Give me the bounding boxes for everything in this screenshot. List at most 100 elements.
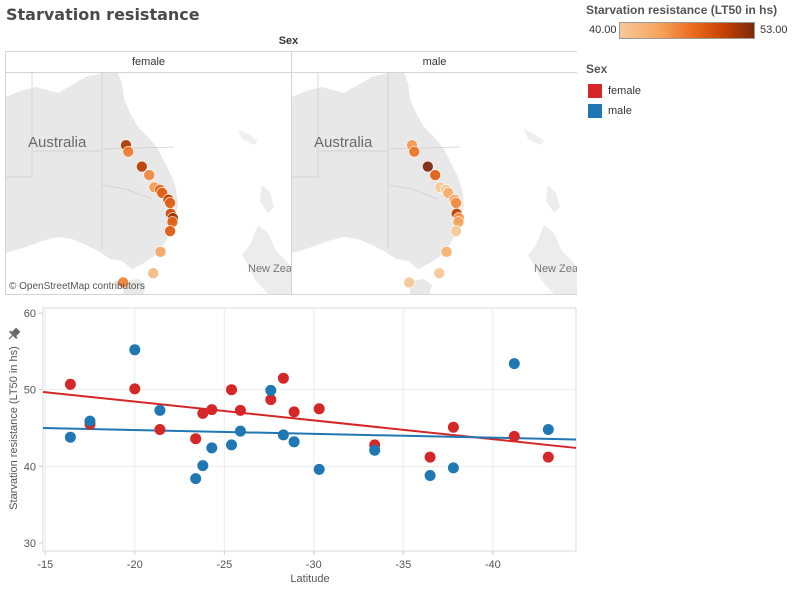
state-border <box>101 184 127 190</box>
color-legend-max: 53.00 <box>760 24 788 36</box>
data-point-female[interactable] <box>424 451 436 463</box>
data-point-male[interactable] <box>154 404 166 416</box>
data-point-female[interactable] <box>277 372 289 384</box>
data-point-female[interactable] <box>64 378 76 390</box>
trend-lines <box>42 390 577 449</box>
data-point-male[interactable] <box>265 384 277 396</box>
map-site-marker[interactable] <box>117 276 129 289</box>
color-legend: Starvation resistance (LT50 in hs) 40.00… <box>586 3 788 41</box>
data-point-female[interactable] <box>206 404 218 416</box>
map-svg-male: Australia New Zea <box>292 73 577 294</box>
data-point-female[interactable] <box>129 383 141 395</box>
map-female[interactable]: Australia New Zea © OpenStreetMap contrib… <box>6 73 291 294</box>
map-site-marker[interactable] <box>422 160 434 173</box>
data-point-male[interactable] <box>277 429 289 441</box>
map-site-marker[interactable] <box>450 197 462 209</box>
x-tick-label: -35 <box>395 559 411 571</box>
y-tick-label: 50 <box>24 385 36 397</box>
state-border <box>387 184 413 190</box>
new-zealand-landmass <box>242 225 291 294</box>
y-tick-label: 40 <box>24 461 36 473</box>
state-border <box>125 188 153 200</box>
map-panels: female male Australia New Zea © OpenStree… <box>5 51 577 295</box>
legend-label-male: male <box>608 105 632 117</box>
new-zealand-landmass <box>528 225 577 294</box>
data-point-male[interactable] <box>447 462 459 474</box>
data-point-female[interactable] <box>197 407 209 419</box>
y-tick-label: 30 <box>24 538 36 550</box>
map-site-marker[interactable] <box>433 267 445 279</box>
legend-swatch-male <box>588 104 602 118</box>
trend-line-female[interactable] <box>42 390 577 449</box>
legend-swatch-female <box>588 84 602 98</box>
data-point-female[interactable] <box>226 384 237 396</box>
x-axis-label: Latitude <box>290 573 329 585</box>
data-point-male[interactable] <box>64 431 76 443</box>
country-label-australia: Australia <box>28 134 87 151</box>
basemap: Australia New Zea <box>6 73 291 294</box>
panel-divider <box>291 52 292 294</box>
new-zealand-north-landmass <box>546 185 560 213</box>
legend-item-female[interactable]: female <box>586 81 641 101</box>
x-axis-ticks: -15 -20 -25 -30 -35 -40 <box>37 551 501 571</box>
data-point-female[interactable] <box>234 404 246 416</box>
new-caledonia-landmass <box>238 129 258 145</box>
data-point-male[interactable] <box>542 424 554 435</box>
data-point-male[interactable] <box>424 470 436 481</box>
new-caledonia-landmass <box>524 129 544 145</box>
data-point-female[interactable] <box>508 430 520 442</box>
data-points <box>64 344 554 485</box>
map-site-marker[interactable] <box>154 246 167 258</box>
map-site-marker[interactable] <box>122 145 135 158</box>
data-point-male[interactable] <box>206 442 218 454</box>
trend-line-male[interactable] <box>42 427 577 441</box>
map-site-marker[interactable] <box>440 246 453 258</box>
data-point-female[interactable] <box>265 394 277 406</box>
pin-icon[interactable] <box>6 326 22 342</box>
data-point-female[interactable] <box>154 424 166 435</box>
panel-header-female: female <box>6 52 291 73</box>
map-male[interactable]: Australia New Zea <box>292 73 577 294</box>
data-point-male[interactable] <box>313 463 325 475</box>
australia-landmass <box>6 73 178 269</box>
map-site-marker[interactable] <box>143 169 155 181</box>
color-gradient-bar <box>619 22 755 39</box>
color-legend-min: 40.00 <box>589 24 617 36</box>
map-site-marker[interactable] <box>147 267 159 279</box>
data-point-male[interactable] <box>129 344 141 356</box>
x-tick-label: -20 <box>127 559 143 571</box>
data-point-female[interactable] <box>190 433 202 445</box>
legend-item-male[interactable]: male <box>586 101 641 121</box>
scatter-chart[interactable]: -15 -20 -25 -30 -35 -40 60 50 40 30 Latitude Sta… <box>0 300 600 595</box>
map-dots-male <box>403 139 465 289</box>
state-border <box>101 146 175 150</box>
data-point-male[interactable] <box>234 425 246 437</box>
map-site-marker[interactable] <box>403 276 415 289</box>
dashboard-title: Starvation resistance <box>6 5 200 24</box>
country-label-new-zealand: New Zea <box>248 263 291 275</box>
data-point-male[interactable] <box>508 358 520 370</box>
basemap: Australia New Zea <box>292 73 577 294</box>
map-attribution[interactable]: © OpenStreetMap contributors <box>9 281 145 292</box>
data-point-female[interactable] <box>288 406 300 418</box>
x-tick-label: -25 <box>216 559 232 571</box>
map-site-marker[interactable] <box>136 160 148 173</box>
map-site-marker[interactable] <box>164 225 176 237</box>
data-point-female[interactable] <box>447 421 459 433</box>
map-site-marker[interactable] <box>450 225 462 237</box>
data-point-male[interactable] <box>369 444 381 456</box>
y-axis-label: Starvation resistance (LT50 in hs) <box>8 346 20 510</box>
data-point-male[interactable] <box>226 439 237 451</box>
map-svg-female: Australia New Zea <box>6 73 291 294</box>
data-point-female[interactable] <box>313 403 325 415</box>
map-site-marker[interactable] <box>429 169 441 181</box>
data-point-female[interactable] <box>542 451 554 463</box>
country-label-new-zealand: New Zea <box>534 263 577 275</box>
data-point-male[interactable] <box>288 436 300 448</box>
data-point-male[interactable] <box>84 415 96 427</box>
x-tick-label: -15 <box>37 559 53 571</box>
map-site-marker[interactable] <box>408 145 421 158</box>
map-site-marker[interactable] <box>164 197 176 209</box>
data-point-male[interactable] <box>197 460 209 472</box>
data-point-male[interactable] <box>190 473 202 485</box>
